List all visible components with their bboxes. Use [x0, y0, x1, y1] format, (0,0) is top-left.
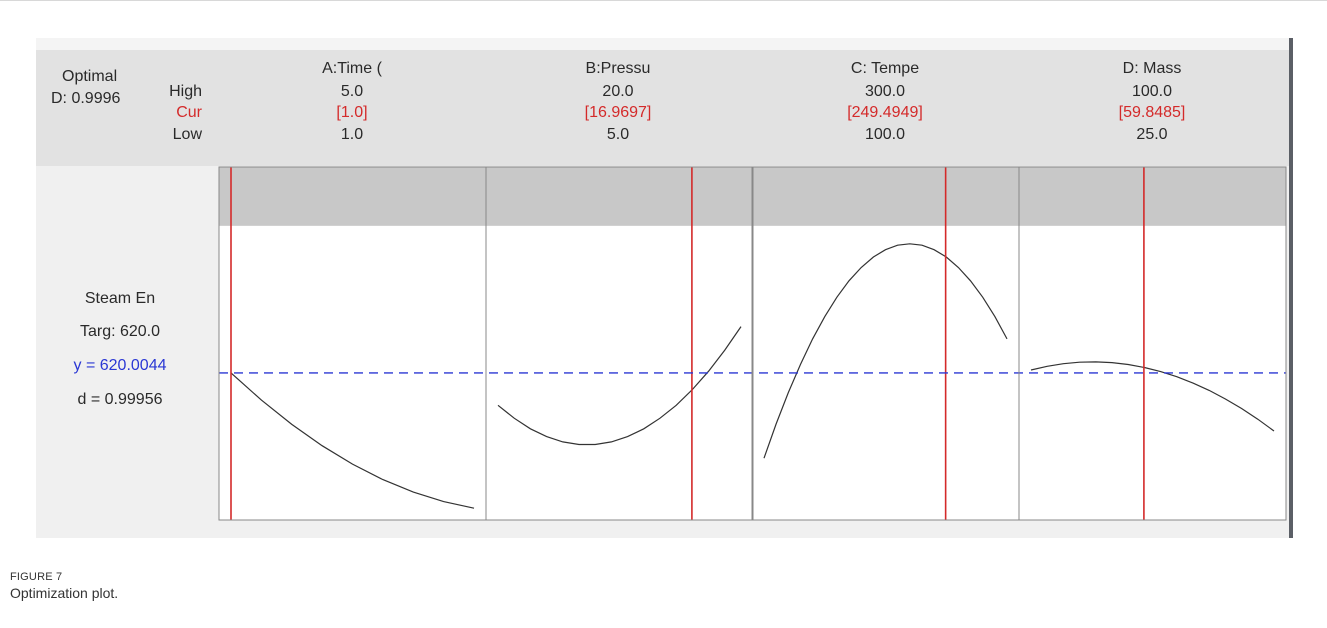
panel-d-shaded-region: [1019, 167, 1286, 226]
factor-c-low: 100.0: [864, 126, 906, 143]
panel-c-shaded-region: [752, 167, 1019, 226]
factor-a-high: 5.0: [340, 83, 364, 100]
panel-right-border: [1289, 38, 1293, 538]
panel-b-frame: [485, 166, 754, 521]
cur-label: Cur: [176, 104, 202, 121]
response-d-value: d = 0.99956: [77, 391, 163, 408]
factor-c-name: C: Tempe: [850, 60, 920, 77]
factor-a-name: A:Time (: [322, 60, 382, 77]
panel-a-shaded-region: [219, 167, 486, 226]
response-name: Steam En: [84, 290, 156, 307]
factor-b-low: 5.0: [606, 126, 630, 143]
panel-a-response-curve: [230, 372, 475, 509]
panel-top-band: [36, 38, 1292, 50]
factor-b-cur: [16.9697]: [584, 104, 652, 121]
high-label: High: [169, 83, 202, 100]
optimal-label: Optimal: [62, 68, 118, 85]
panel-c-response-curve: [763, 243, 1008, 459]
figure-caption: Optimization plot.: [10, 585, 119, 601]
factor-a-low: 1.0: [340, 126, 364, 143]
desirability-value: D: 0.9996: [51, 90, 121, 107]
factor-b-high: 20.0: [602, 83, 634, 100]
factor-d-name: D: Mass: [1122, 60, 1182, 77]
response-target: Targ: 620.0: [79, 323, 161, 340]
factor-c-cur: [249.4949]: [847, 104, 923, 121]
low-label: Low: [172, 126, 202, 143]
panel-d-frame: [1018, 166, 1287, 521]
factor-c-high: 300.0: [864, 83, 906, 100]
panel-b-response-curve: [497, 326, 742, 446]
response-y-value: y = 620.0044: [73, 357, 167, 374]
figure-label: FIGURE 7: [10, 571, 63, 583]
factor-d-cur: [59.8485]: [1118, 104, 1186, 121]
top-rule: [0, 0, 1327, 1]
panel-b-shaded-region: [486, 167, 753, 226]
factor-d-low: 25.0: [1136, 126, 1168, 143]
factor-d-high: 100.0: [1131, 83, 1173, 100]
factor-a-cur: [1.0]: [336, 104, 368, 121]
panel-d-response-curve: [1030, 361, 1275, 432]
factor-header-area: [36, 50, 1292, 166]
factor-b-name: B:Pressu: [585, 60, 651, 77]
